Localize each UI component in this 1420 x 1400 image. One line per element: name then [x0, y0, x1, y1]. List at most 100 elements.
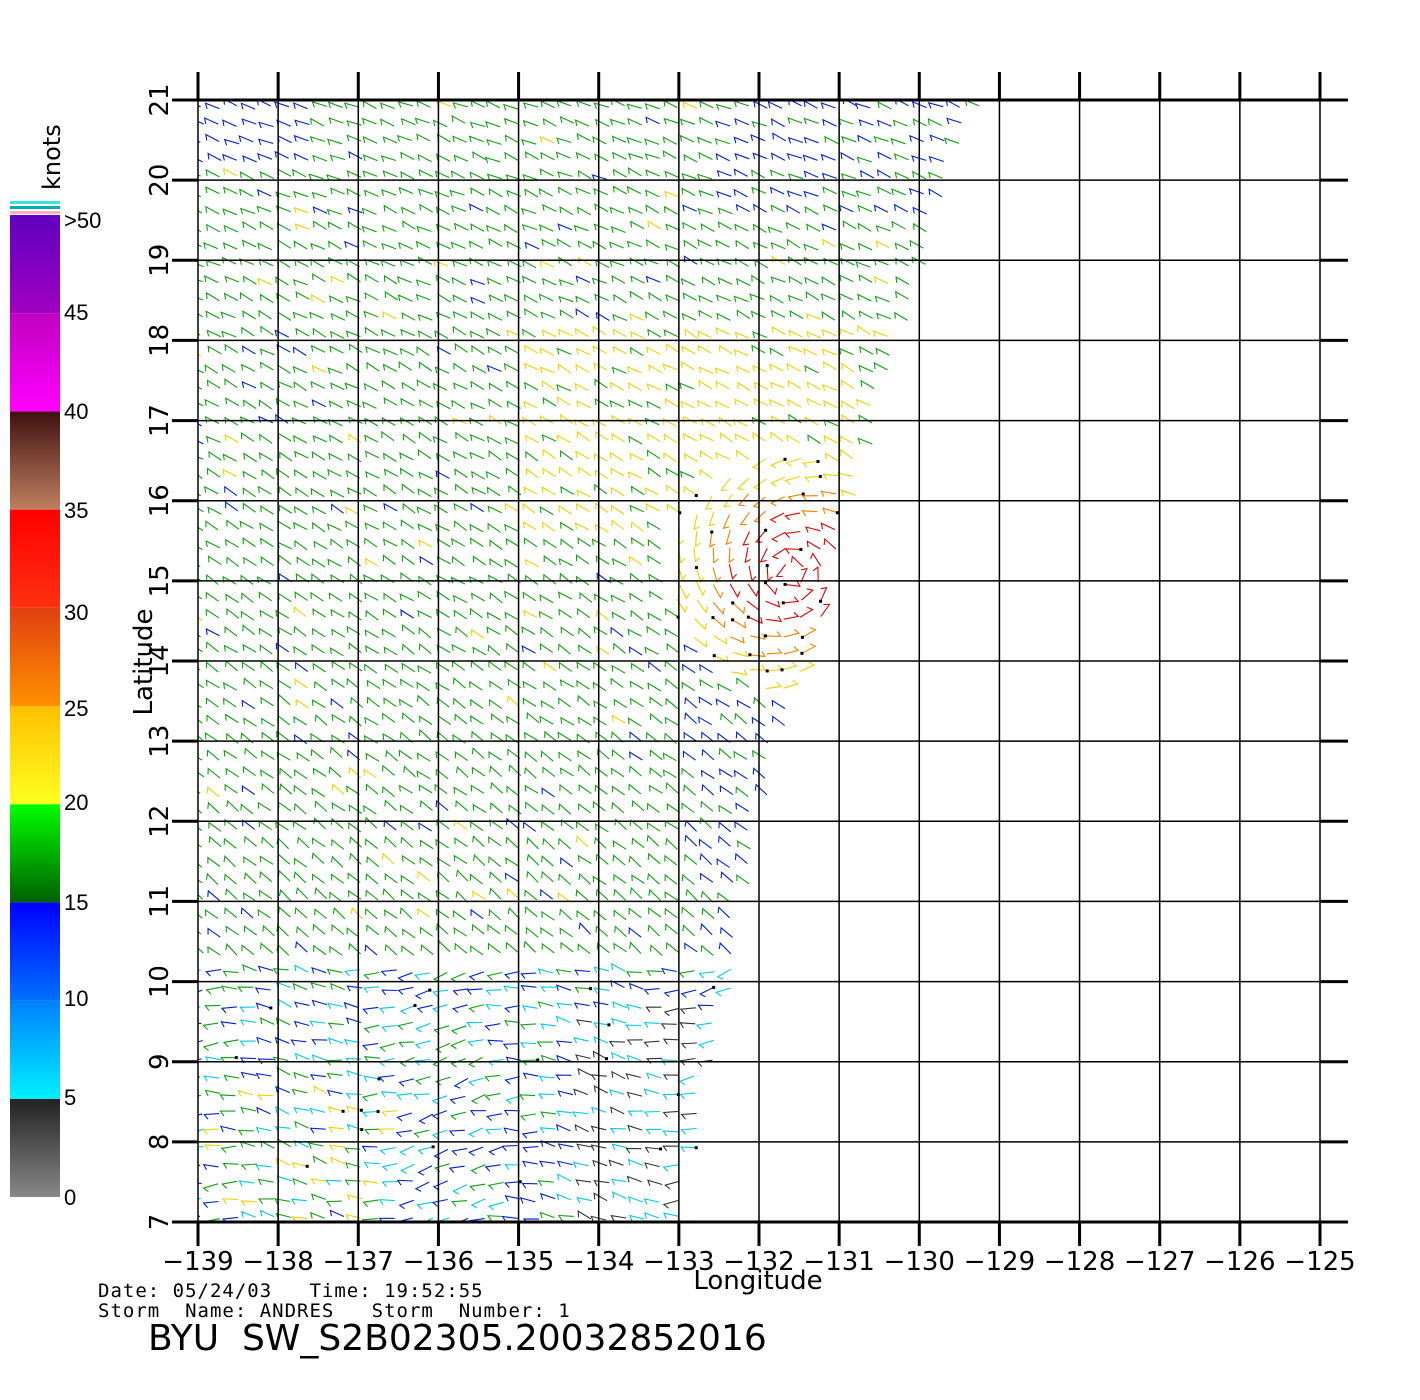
wind-barb — [737, 493, 750, 507]
wind-barb — [313, 1085, 328, 1095]
wind-barb — [488, 750, 502, 761]
wind-barb — [436, 574, 451, 583]
wind-barb — [453, 910, 467, 921]
wind-barb — [573, 1037, 589, 1044]
rain-flag — [359, 1108, 363, 1112]
wind-barb — [857, 204, 873, 213]
wind-barb — [486, 173, 503, 181]
wind-barb — [203, 275, 219, 284]
wind-barb — [222, 1162, 239, 1169]
wind-barb — [770, 118, 785, 128]
wind-barb — [293, 857, 308, 868]
wind-barb — [488, 188, 503, 198]
wind-barb — [646, 520, 661, 531]
wind-barb — [221, 985, 237, 992]
wind-barb — [399, 452, 414, 461]
wind-barb — [665, 294, 681, 302]
wind-barb — [466, 988, 483, 995]
wind-barb — [858, 364, 874, 373]
wind-barb — [593, 700, 608, 709]
wind-barb — [629, 592, 643, 602]
wind-barb — [260, 505, 274, 515]
rain-flag — [799, 547, 803, 551]
wind-barb — [503, 223, 518, 233]
wind-barb — [666, 503, 681, 514]
wind-barb — [559, 927, 573, 938]
wind-barb — [628, 855, 642, 868]
wind-barb — [679, 1092, 696, 1100]
wind-barb — [198, 704, 202, 708]
wind-barb — [842, 220, 857, 230]
wind-barb — [575, 151, 591, 160]
wind-barb — [432, 1180, 448, 1191]
wind-barb — [718, 941, 732, 955]
rain-flag — [428, 988, 432, 992]
wind-barb — [242, 487, 256, 498]
wind-barb — [401, 643, 415, 655]
wind-barb — [331, 503, 345, 514]
wind-barb — [771, 325, 786, 336]
wind-barb — [472, 151, 487, 161]
wind-barb — [648, 573, 663, 583]
wind-barb — [489, 871, 502, 883]
wind-barb — [257, 242, 272, 251]
wind-barb — [224, 343, 239, 354]
wind-barb — [202, 1128, 219, 1135]
wind-barb — [648, 291, 662, 302]
wind-barb — [471, 923, 485, 935]
wind-barb — [696, 599, 709, 614]
wind-barb — [857, 134, 872, 143]
wind-barb — [769, 347, 784, 357]
wind-barb — [594, 153, 609, 162]
wind-barb — [292, 820, 307, 830]
wind-barb — [205, 310, 220, 319]
wind-barb — [662, 1212, 679, 1219]
wind-barb — [877, 151, 892, 160]
wind-barb — [663, 100, 678, 109]
wind-barb — [470, 187, 485, 196]
wind-barb — [769, 476, 786, 487]
wind-barb — [680, 400, 696, 409]
longitude-tick-label: −128 — [1044, 1247, 1115, 1277]
colorbar-label: 15 — [64, 890, 88, 915]
wind-barb — [506, 240, 521, 249]
wind-barb — [557, 731, 572, 741]
wind-barb — [823, 399, 838, 409]
wind-barb — [503, 1109, 520, 1116]
wind-barb — [627, 1196, 643, 1203]
wind-barb — [310, 1178, 327, 1185]
wind-barb — [258, 820, 273, 831]
wind-barb — [803, 100, 818, 109]
wind-barb — [310, 380, 325, 389]
wind-barb — [402, 433, 416, 444]
wind-barb — [243, 717, 257, 727]
wind-barb — [523, 537, 538, 548]
wind-barb — [435, 470, 450, 479]
wind-barb — [415, 279, 431, 286]
wind-barb — [717, 277, 733, 285]
wind-barb — [908, 187, 924, 195]
wind-barb — [363, 1024, 380, 1034]
wind-barb — [812, 566, 819, 583]
wind-barb — [448, 1165, 465, 1173]
wind-barb — [382, 732, 397, 742]
wind-barb — [543, 554, 557, 566]
wind-barb — [311, 1054, 327, 1062]
wind-barb — [293, 102, 308, 110]
wind-barb — [277, 998, 292, 1008]
wind-barb — [450, 1058, 466, 1068]
wind-barb — [576, 489, 591, 498]
wind-barb — [208, 821, 222, 832]
wind-barb — [277, 679, 292, 689]
wind-barb — [700, 872, 714, 883]
wind-barb — [435, 751, 450, 761]
wind-barb — [595, 925, 609, 937]
wind-barb — [801, 460, 819, 468]
wind-barb — [788, 413, 802, 424]
wind-barb — [593, 1192, 608, 1202]
wind-barb — [681, 172, 697, 180]
wind-barb — [417, 153, 432, 163]
wind-barb — [346, 188, 361, 197]
wind-barb — [242, 155, 257, 163]
wind-barb — [679, 584, 690, 600]
